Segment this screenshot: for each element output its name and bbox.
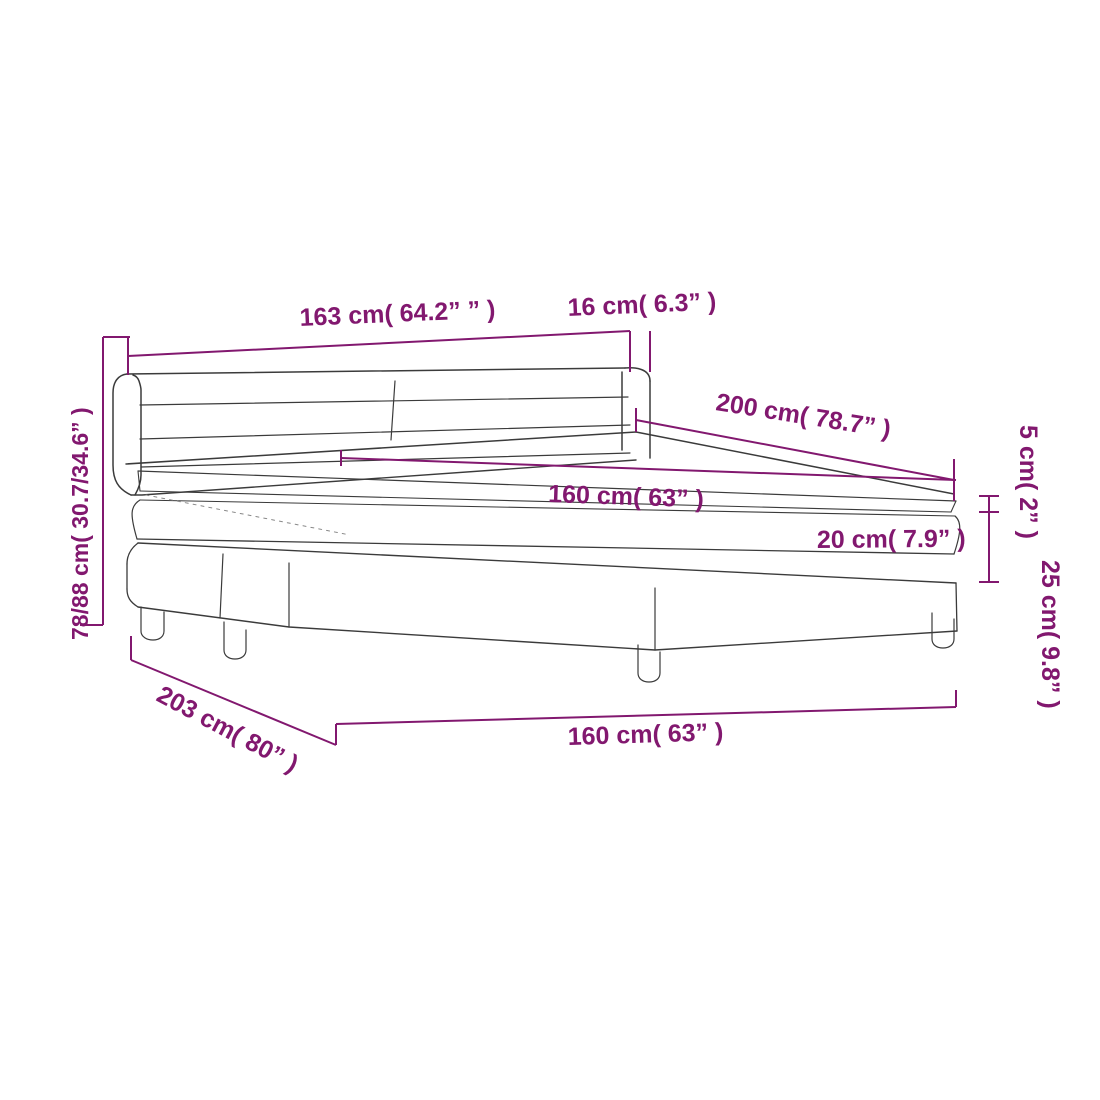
svg-text:160 cm( 63” ): 160 cm( 63” ) bbox=[548, 480, 705, 513]
svg-text:20 cm( 7.9” ): 20 cm( 7.9” ) bbox=[817, 525, 966, 554]
svg-text:25 cm( 9.8” ): 25 cm( 9.8” ) bbox=[1036, 560, 1064, 709]
svg-text:5 cm( 2” ): 5 cm( 2” ) bbox=[1014, 425, 1042, 539]
svg-text:16 cm( 6.3” ): 16 cm( 6.3” ) bbox=[567, 288, 717, 322]
svg-text:163 cm( 64.2” ” ): 163 cm( 64.2” ” ) bbox=[299, 295, 496, 332]
svg-text:160 cm( 63” ): 160 cm( 63” ) bbox=[567, 718, 723, 751]
svg-text:200 cm( 78.7” ): 200 cm( 78.7” ) bbox=[714, 388, 893, 443]
svg-text:203 cm( 80” ): 203 cm( 80” ) bbox=[152, 681, 303, 779]
svg-text:78/88 cm( 30.7/34.6” ): 78/88 cm( 30.7/34.6” ) bbox=[67, 407, 93, 640]
